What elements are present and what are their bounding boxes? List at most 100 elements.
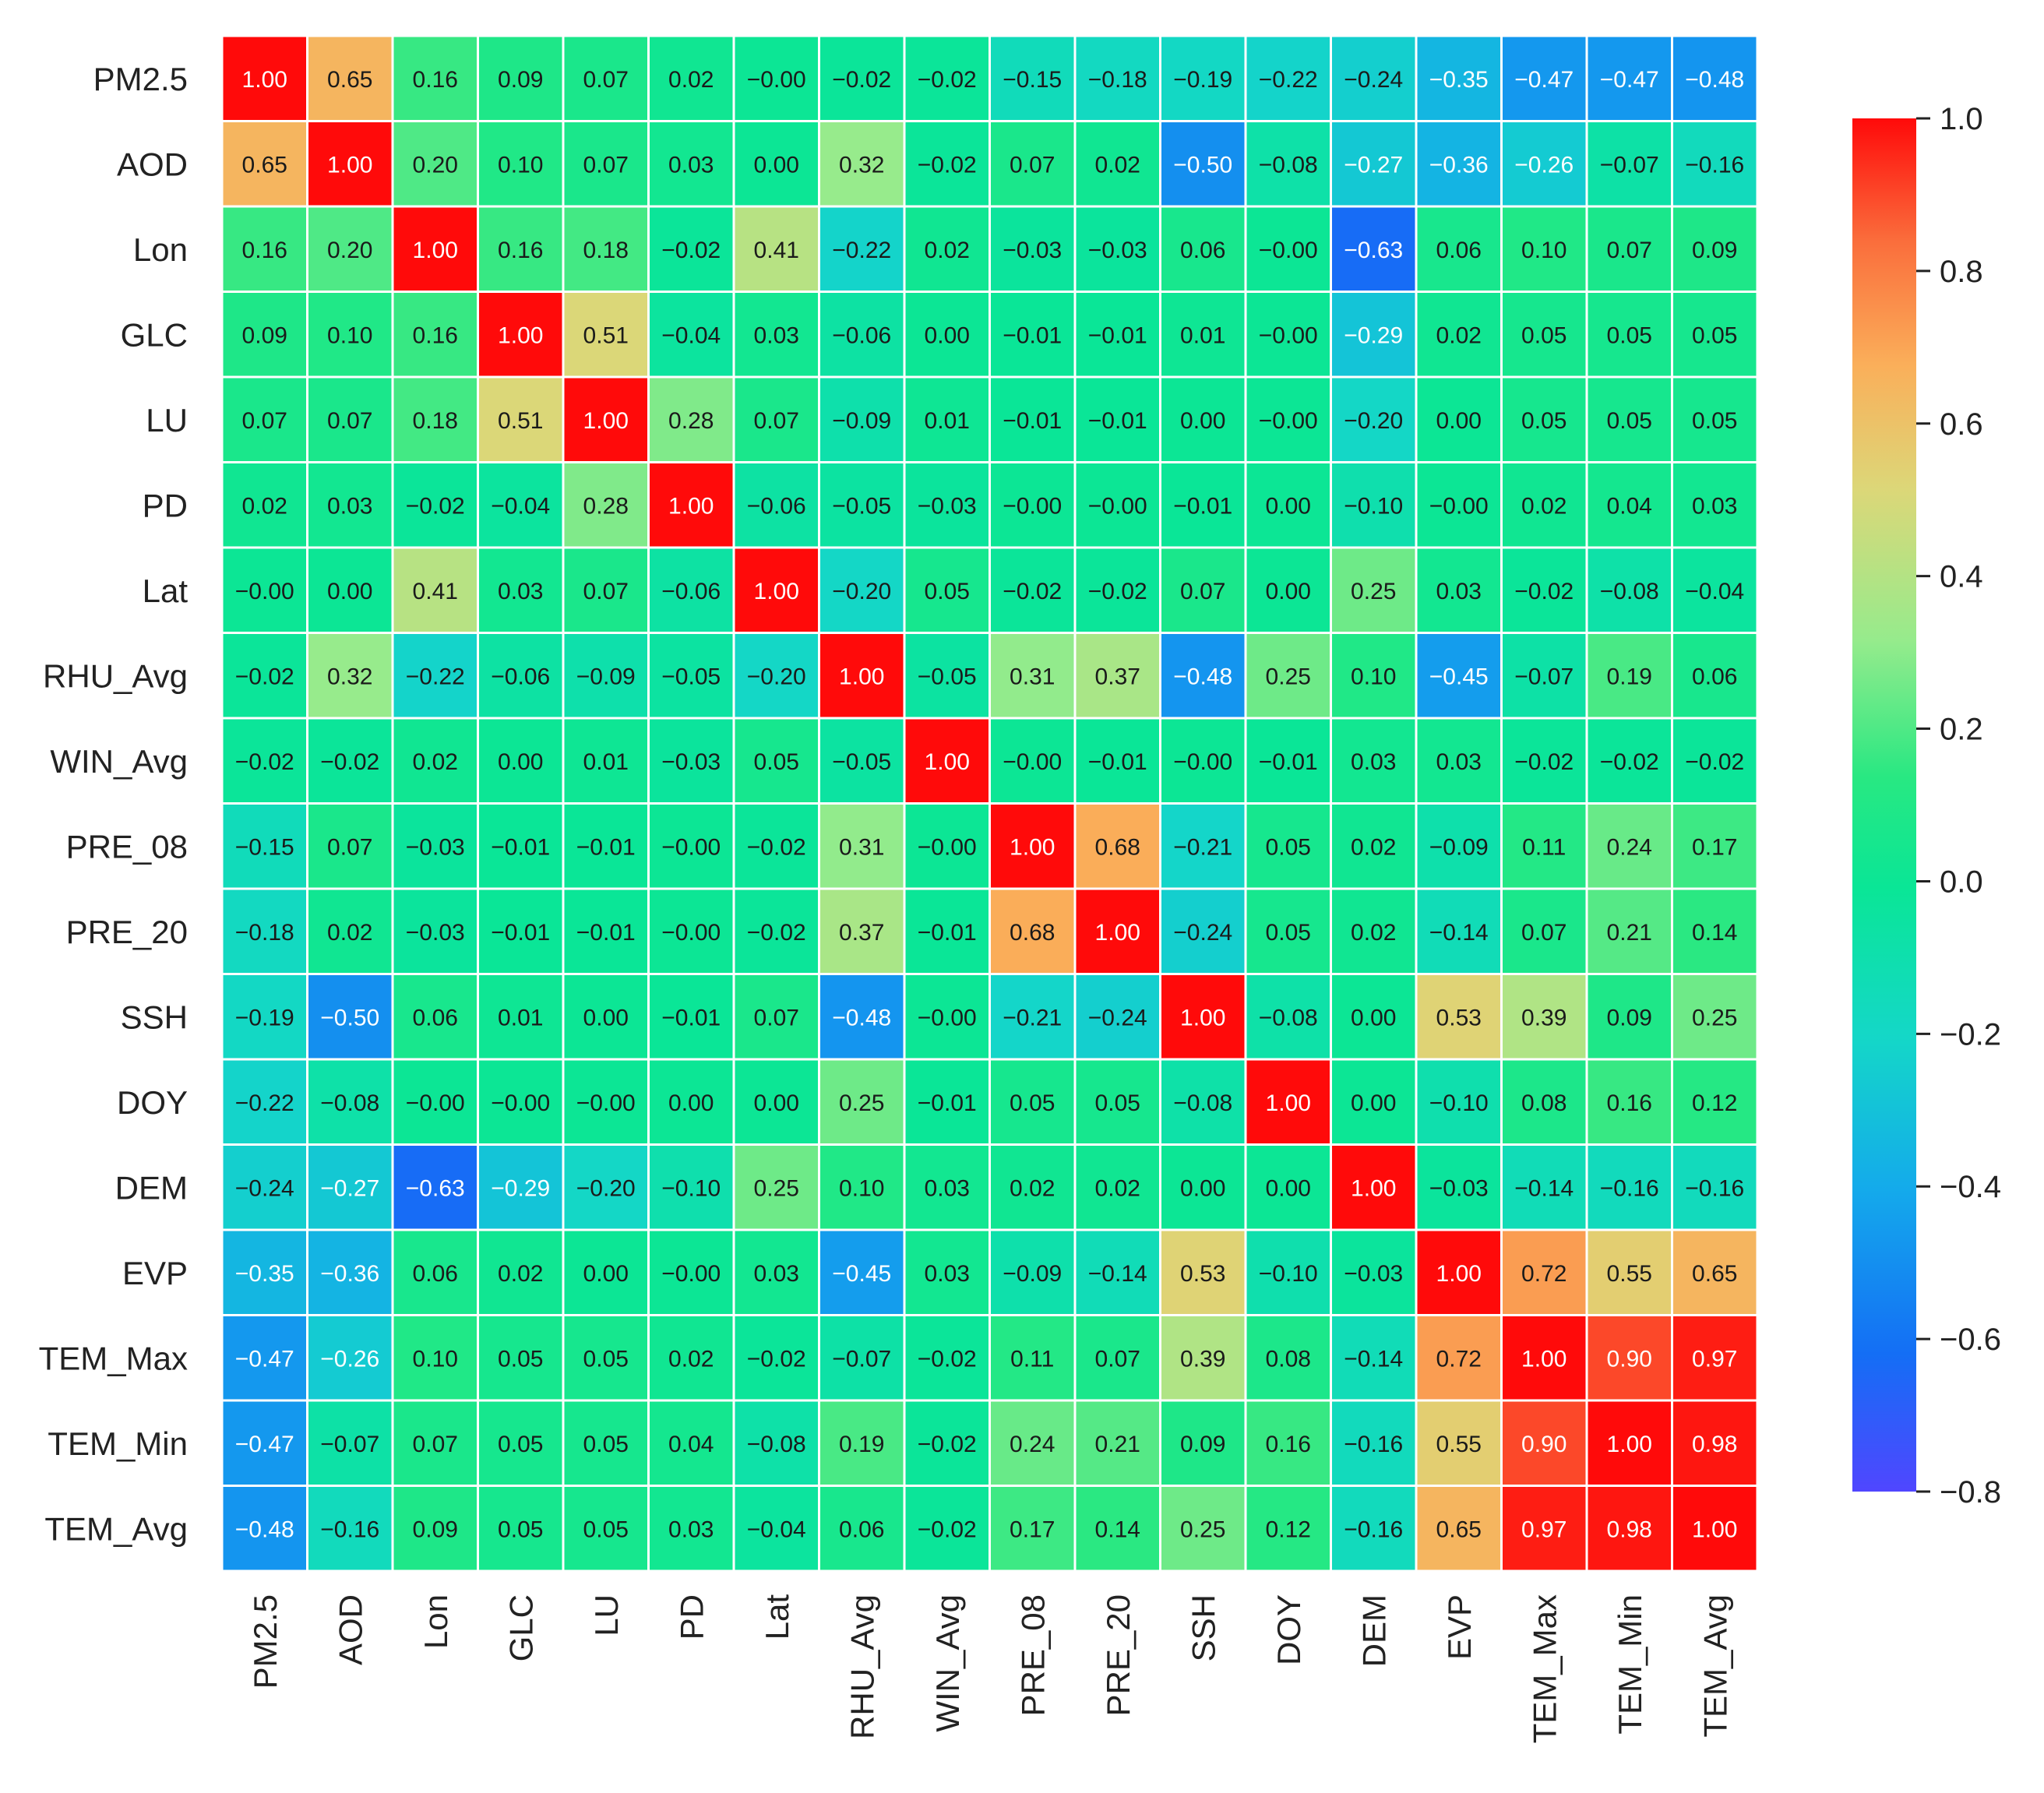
heatmap-cell [732,717,820,805]
cell-value-label: 0.00 [1180,1175,1225,1201]
heatmap-cell [391,632,479,720]
heatmap-cell [1500,34,1588,122]
cell-value-label: −0.00 [661,920,721,946]
x-tick-label-pre-08: PRE_08 [1014,1594,1051,1716]
cell-value-label: 1.00 [1010,834,1055,860]
cell-value-label: 1.00 [1351,1175,1396,1201]
cell-value-label: −0.04 [661,322,721,348]
cell-value-label: 0.51 [583,322,629,348]
heatmap-cell [1073,120,1161,208]
heatmap-cell [1671,34,1759,122]
cell-value-label: 0.41 [413,579,458,604]
cell-value-label: 0.02 [1351,920,1396,946]
cell-value-label: 0.07 [754,408,799,434]
heatmap-cell [818,1314,906,1402]
cell-value-label: 1.00 [242,67,287,93]
cell-value-label: −0.02 [1514,579,1574,604]
cell-value-label: −0.24 [1173,920,1232,946]
cell-value-label: 0.03 [1436,749,1482,775]
cell-value-label: 0.05 [1692,408,1737,434]
cell-value-label: 0.12 [1266,1516,1311,1542]
cell-value-label: 0.00 [498,749,543,775]
cell-value-label: 1.00 [413,238,458,263]
colorbar-tick-label: 0.2 [1940,713,1983,747]
cell-value-label: 0.32 [839,152,884,178]
colorbar-tick-label: −0.4 [1940,1170,2001,1204]
cell-value-label: 0.00 [583,1005,629,1030]
cell-value-label: 0.10 [839,1175,884,1201]
cell-value-label: 0.25 [1692,1005,1737,1030]
heatmap-cell [477,1228,565,1316]
heatmap-cell [220,1058,308,1146]
heatmap-cell [220,973,308,1061]
cell-value-label: 0.05 [1095,1090,1140,1116]
heatmap-cell [1159,546,1247,634]
heatmap-cell [647,375,735,463]
x-tick-label-tem-avg: TEM_Avg [1697,1594,1733,1738]
cell-value-label: 0.00 [1351,1090,1396,1116]
cell-value-label: 1.00 [1521,1346,1566,1372]
cell-value-label: −0.08 [747,1432,806,1457]
cell-value-label: 0.00 [1266,579,1311,604]
cell-value-label: 1.00 [1607,1432,1652,1457]
cell-value-label: −0.14 [1344,1346,1403,1372]
heatmap-cell [903,1485,991,1573]
cell-value-label: −0.16 [320,1516,379,1542]
heatmap-cell [1244,1143,1332,1231]
cell-value-label: 0.98 [1607,1516,1652,1542]
cell-value-label: 0.03 [925,1261,970,1287]
heatmap-cell [562,632,650,720]
cell-value-label: −0.04 [1685,579,1744,604]
cell-value-label: 1.00 [668,493,714,519]
heatmap-cell [732,375,820,463]
cell-value-label: −0.01 [576,920,636,946]
heatmap-cell [220,34,308,122]
heatmap-cell [1671,632,1759,720]
heatmap-cell [1671,1143,1759,1231]
cell-value-label: 0.39 [1521,1005,1566,1030]
heatmap-cell [1585,1228,1673,1316]
cell-value-label: −0.06 [747,493,806,519]
cell-value-label: −0.00 [661,834,721,860]
heatmap-cell [903,120,991,208]
heatmap-cell [1073,717,1161,805]
heatmap-cell [732,461,820,549]
heatmap-cell [903,205,991,293]
cell-value-label: 0.08 [1521,1090,1566,1116]
cell-value-label: −0.02 [1003,579,1062,604]
cell-value-label: 0.11 [1010,1346,1054,1372]
x-tick-label-tem-max: TEM_Max [1526,1594,1563,1743]
cell-value-label: −0.02 [747,1346,806,1372]
heatmap-cell [477,973,565,1061]
colorbar-tick-label: 0.8 [1940,255,1983,289]
heatmap-cell [647,205,735,293]
heatmap-cell [903,1399,991,1487]
heatmap-cell [1415,887,1503,975]
heatmap-cell [818,1485,906,1573]
cell-value-label: −0.10 [1344,493,1403,519]
cell-value-label: 0.53 [1180,1261,1225,1287]
cell-value-label: 0.10 [1521,238,1566,263]
cell-value-label: 0.14 [1692,920,1737,946]
cell-value-label: −0.29 [1344,322,1403,348]
x-tick-label-glc: GLC [502,1594,539,1661]
cell-value-label: −0.48 [1685,67,1744,93]
cell-value-label: −0.22 [235,1090,294,1116]
x-tick-label-pm2-5: PM2.5 [247,1594,284,1689]
cell-value-label: −0.20 [1344,408,1403,434]
heatmap-cell [1671,802,1759,890]
heatmap-cell [391,1058,479,1146]
heatmap-cell [1159,1399,1247,1487]
cell-value-label: −0.00 [1088,493,1147,519]
heatmap-cell [1415,291,1503,379]
cell-value-label: 0.05 [1692,322,1737,348]
cell-value-label: 0.03 [1351,749,1396,775]
cell-value-label: 0.98 [1692,1432,1737,1457]
cell-value-label: 0.25 [1266,664,1311,689]
cell-value-label: 0.09 [1692,238,1737,263]
heatmap-cell [306,375,394,463]
cell-value-label: 0.03 [1436,579,1482,604]
cell-value-label: 0.31 [1010,664,1055,689]
x-tick-label-pre-20: PRE_20 [1100,1594,1137,1716]
cell-value-label: 0.07 [413,1432,458,1457]
